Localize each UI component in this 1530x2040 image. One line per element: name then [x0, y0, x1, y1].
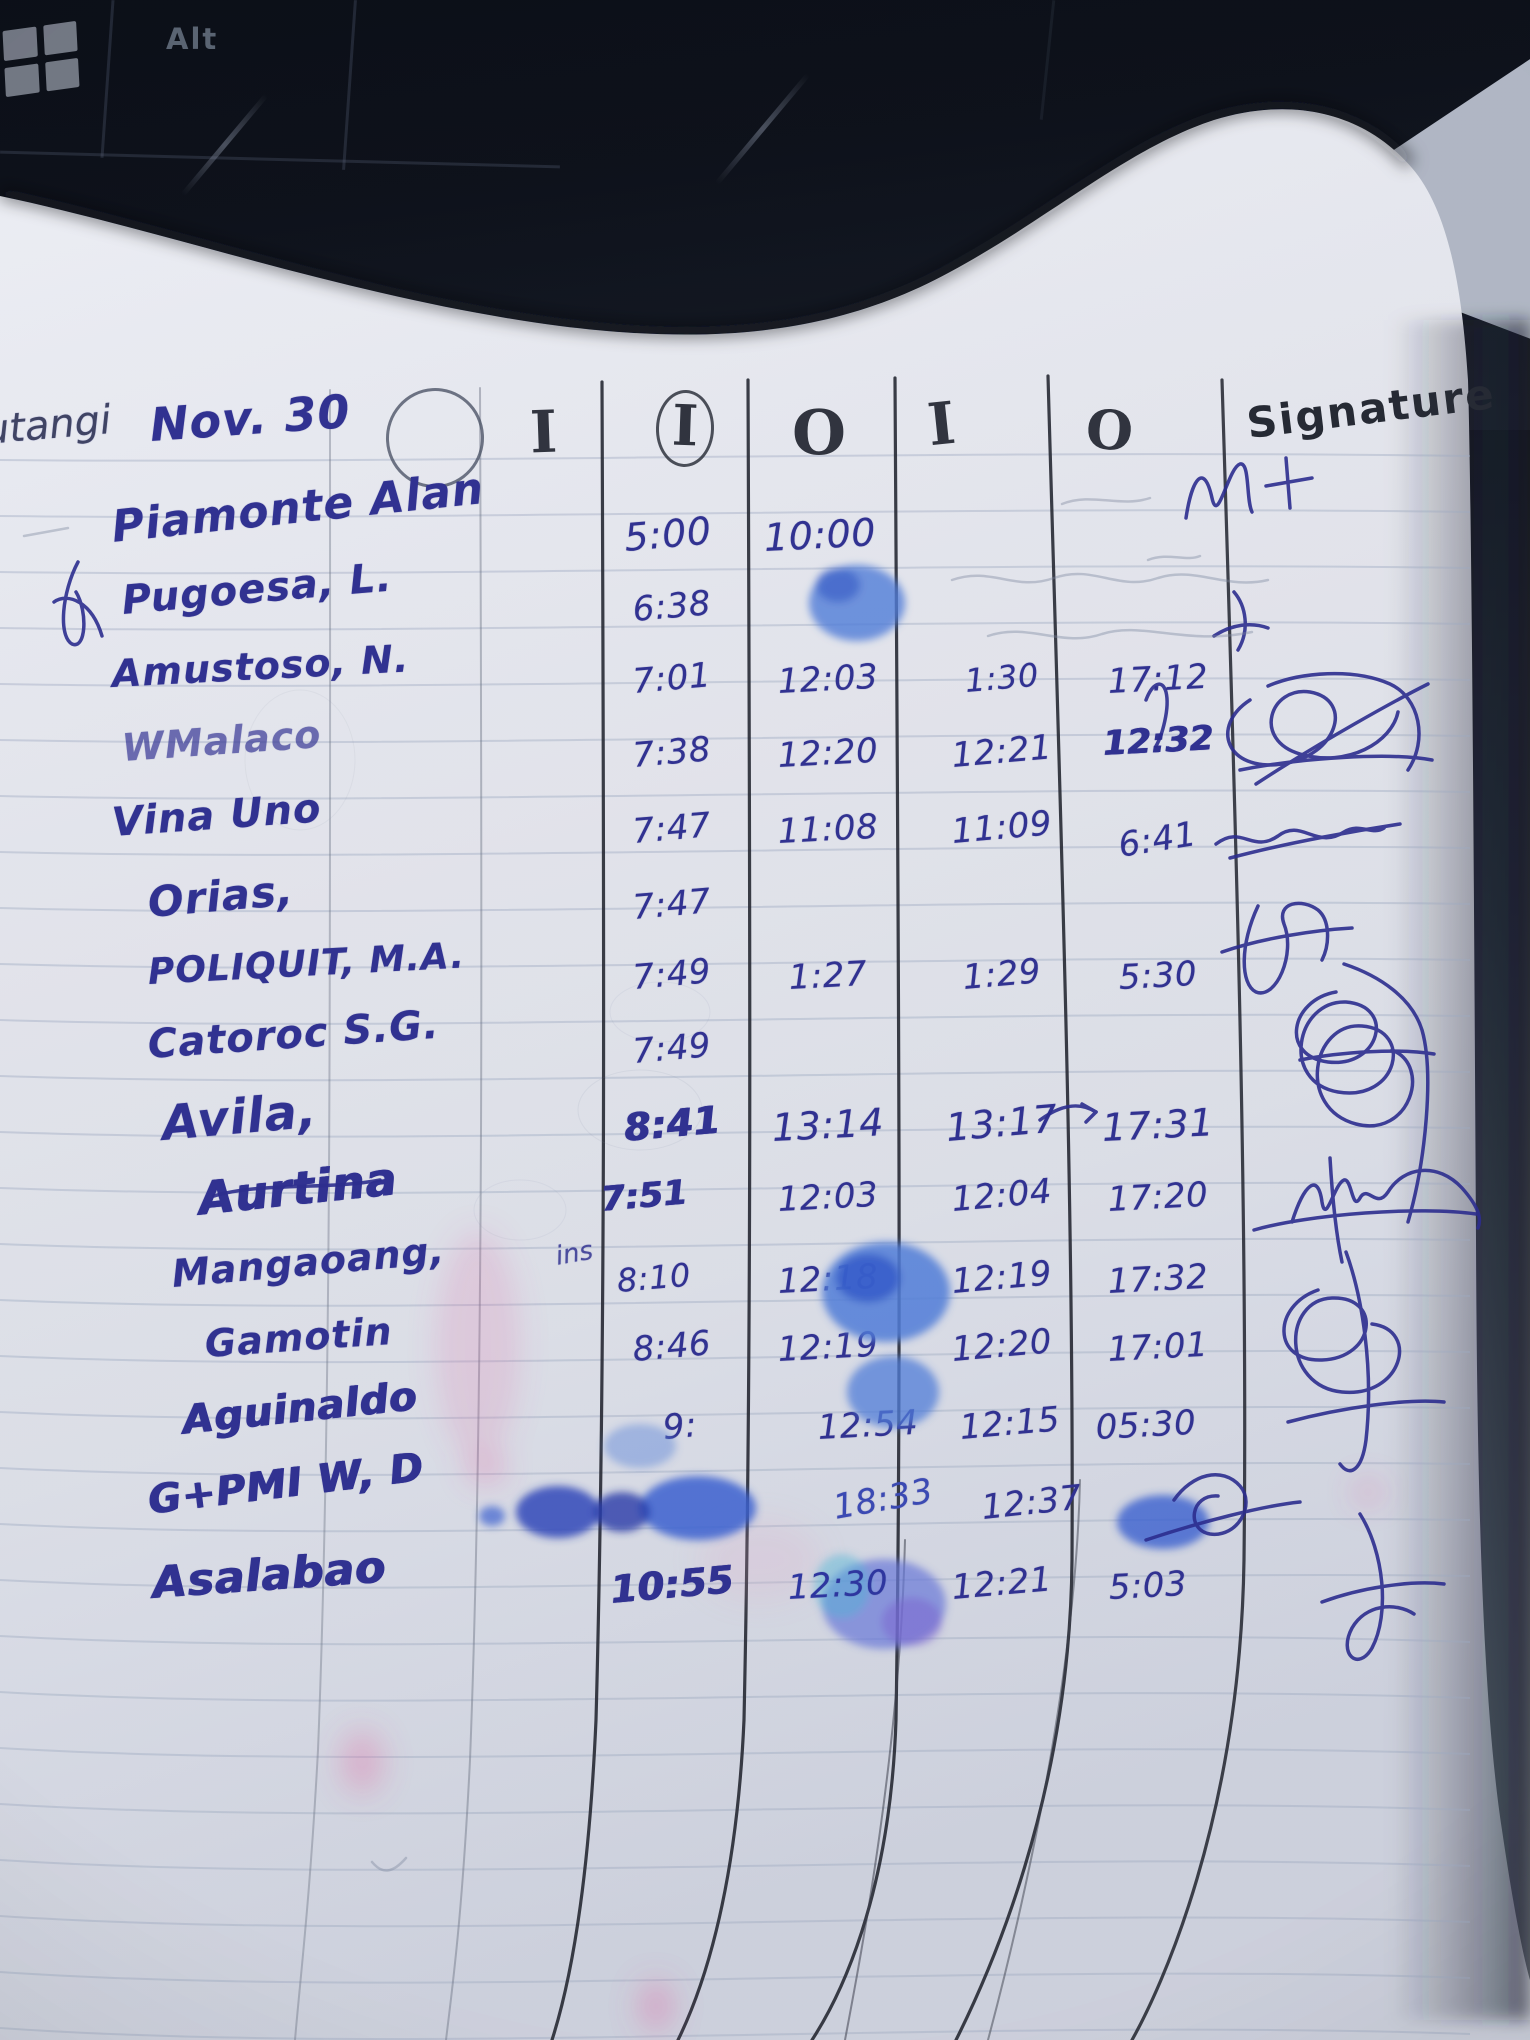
- ink-smudges: [479, 1242, 1209, 1549]
- pencil-ghost-marks: [22, 496, 1270, 1872]
- column-header-o: O: [792, 396, 847, 469]
- pink-smears: [340, 1230, 1382, 2032]
- ink-smudge-under: [809, 565, 946, 1649]
- paper-top-shadow: [0, 99, 1415, 337]
- alt-key: Alt: [166, 22, 219, 56]
- signature-scribbles: [52, 456, 1482, 1661]
- ruled-lines: [0, 453, 1471, 2040]
- ink-bleed-ghosts: [244, 689, 711, 1241]
- paper-sheet: [0, 109, 1530, 2040]
